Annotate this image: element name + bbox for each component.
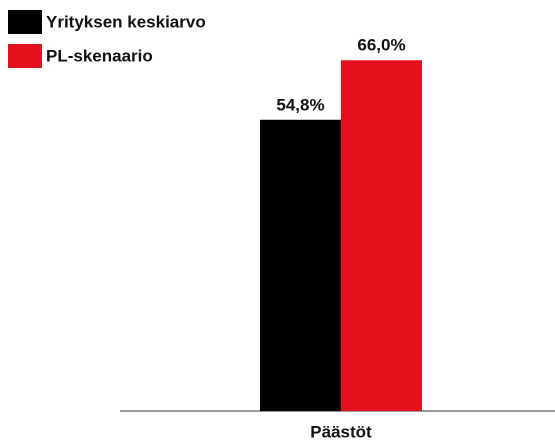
x-tick-label: Päästöt (310, 422, 372, 441)
legend-label: PL-skenaario (46, 46, 153, 65)
bar (260, 119, 341, 411)
legend-label: Yrityksen keskiarvo (46, 12, 206, 31)
legend-swatch (8, 44, 42, 68)
legend-swatch (8, 10, 42, 34)
bar (341, 60, 422, 411)
value-label: 54,8% (276, 95, 324, 114)
value-label: 66,0% (357, 36, 405, 55)
